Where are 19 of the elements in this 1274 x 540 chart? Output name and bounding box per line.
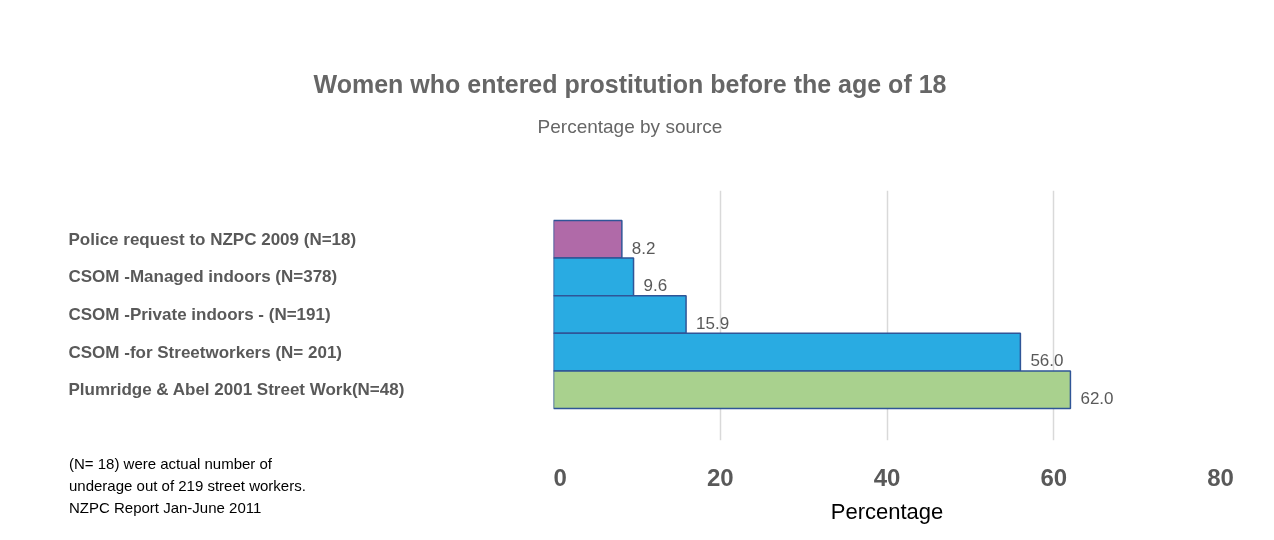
data-label: 9.6 (643, 276, 668, 296)
x-tick-label: 0 (553, 463, 567, 491)
chart-title: Women who entered prostitution before the age of 18 (312, 69, 948, 100)
y-tick-label: CSOM -Managed indoors (N=378) (68, 267, 338, 287)
text: (N= 18) were actual number of underage out of 219 street workers. NZPC Report Jan-June 2011 (69, 454, 306, 518)
x-tick-label: 80 (1207, 463, 1234, 491)
x-tick-label: 20 (706, 463, 734, 491)
x-tick-label: 40 (873, 463, 901, 491)
y-tick-label: Plumridge & Abel 2001 Street Work(N=48) (68, 380, 405, 400)
y-tick-label: CSOM -for Streetworkers (N= 201) (68, 342, 342, 362)
chart-subtitle: Percentage by source (536, 114, 724, 139)
data-label: 56.0 (1030, 351, 1064, 371)
y-tick-label: Police request to NZPC 2009 (N=18) (68, 229, 357, 249)
data-label: 15.9 (696, 313, 730, 333)
data-label: 62.0 (1080, 388, 1114, 408)
x-tick-label: 60 (1040, 463, 1068, 491)
x-axis-title: Percentage (830, 498, 944, 524)
data-label: 8.2 (631, 238, 656, 258)
y-tick-label: CSOM -Private indoors - (N=191) (68, 305, 331, 324)
